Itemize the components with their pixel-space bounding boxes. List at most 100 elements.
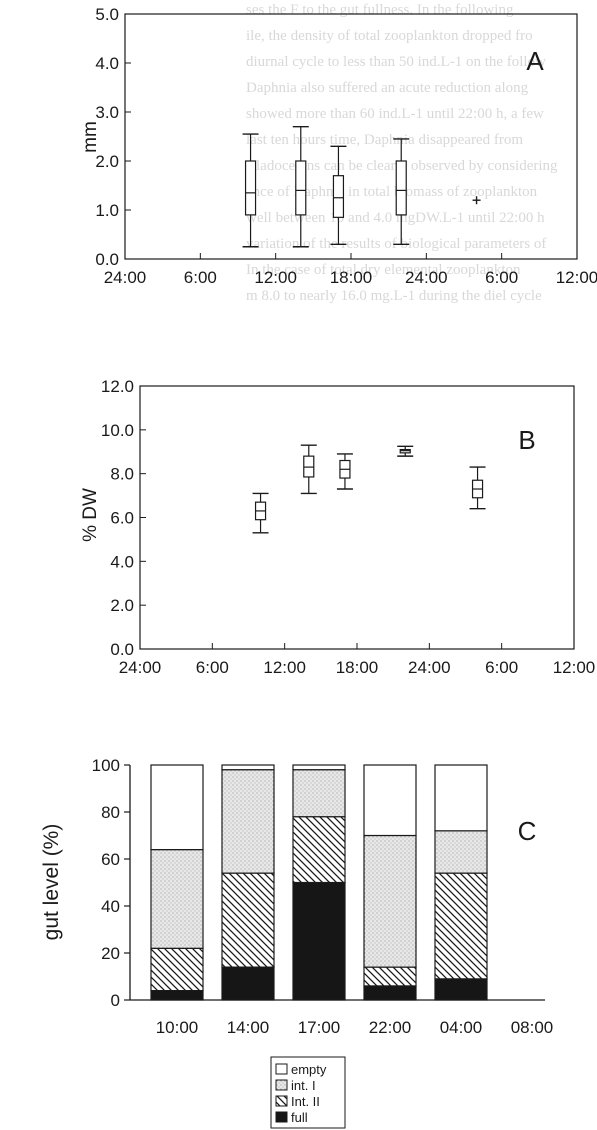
bar-segment-full: [434, 978, 488, 1001]
bar-segment-int-ii: [434, 872, 488, 980]
y-tick-label: 0.0: [110, 640, 134, 659]
x-tick-label: 12:00: [263, 658, 306, 677]
panel-a-label: A: [526, 46, 544, 76]
y-tick-label: 20: [101, 944, 120, 963]
y-tick-label: 3.0: [95, 103, 119, 122]
x-tick-label: 6:00: [196, 658, 229, 677]
box-plot: [242, 133, 259, 248]
bg-line: diurnal cycle to less than 50 ind.L-1 on…: [246, 54, 546, 70]
panel-c-y-axis: 0 20 40 60 80 100: [92, 756, 130, 1010]
y-tick-label: 10.0: [101, 421, 134, 440]
legend-label: full: [291, 1110, 308, 1125]
y-tick-label: 0.0: [95, 250, 119, 269]
bar-segment-empty: [363, 764, 417, 837]
y-tick-label: 12.0: [101, 377, 134, 396]
box-body: [295, 160, 307, 216]
panel-b-ylabel: % DW: [80, 488, 101, 542]
box-body: [244, 160, 257, 216]
legend-swatch: [275, 1095, 288, 1107]
x-tick-label: 24:00: [104, 268, 147, 287]
y-tick-label: 2.0: [110, 596, 134, 615]
x-tick-label: 6:00: [184, 268, 217, 287]
panel-c-x-axis: 10:00 14:00 17:00 22:00 04:00 08:00: [156, 1018, 554, 1037]
bg-line: In the case of total dry elemental zoopl…: [246, 262, 521, 278]
box-plot: [252, 492, 269, 534]
legend-label: empty: [291, 1062, 327, 1077]
legend-label: Int. II: [291, 1094, 320, 1109]
x-tick-label: 18:00: [336, 658, 379, 677]
bg-line: ance of Daphnia in total biomass of zoop…: [246, 184, 538, 200]
panel-a-boxes: [242, 125, 481, 248]
bar-segment-int-i: [363, 834, 417, 968]
panel-b-x-axis: 24:00 6:00 12:00 18:00 24:00 6:00 12:00: [119, 643, 596, 677]
panel-a-ylabel: mm: [80, 121, 101, 153]
bg-line: Daphnia also suffered an acute reduction…: [246, 80, 529, 96]
y-tick-label: 2.0: [95, 152, 119, 171]
x-tick-label: 17:00: [298, 1018, 341, 1037]
y-tick-label: 4.0: [110, 552, 134, 571]
legend-label: int. I: [291, 1078, 316, 1093]
bar-segment-int-ii: [221, 872, 275, 968]
y-tick-label: 4.0: [95, 54, 119, 73]
x-tick-label: 14:00: [227, 1018, 270, 1037]
y-tick-label: 0: [111, 991, 120, 1010]
y-tick-label: 40: [101, 897, 120, 916]
bar-segment-int-i: [292, 769, 346, 818]
stacked-bar: [150, 764, 204, 1001]
legend-swatch: [275, 1111, 288, 1123]
box-body: [395, 160, 407, 216]
bar-segment-empty: [434, 764, 488, 832]
y-tick-label: 1.0: [95, 201, 119, 220]
bar-segment-full: [292, 881, 346, 1001]
bar-segment-int-ii: [292, 816, 346, 884]
panel-a-y-axis: 0.0 1.0 2.0 3.0 4.0 5.0: [95, 5, 131, 269]
x-tick-label: 24:00: [408, 658, 451, 677]
x-tick-label: 22:00: [369, 1018, 412, 1037]
stacked-bar: [363, 764, 417, 1001]
box-plot: [300, 444, 317, 495]
panel-a-x-axis: 24:00 6:00 12:00 18:00 24:00 6:00 12:00: [104, 253, 597, 287]
bar-segment-empty: [221, 764, 275, 771]
panel-a-chart: A mm 0.0 1.0 2.0 3.0 4.0 5.0 24:00 6:00 12:00 18…: [80, 5, 597, 287]
box-plot: [472, 196, 481, 205]
x-tick-label: 04:00: [440, 1018, 483, 1037]
x-tick-label: 08:00: [511, 1018, 554, 1037]
x-tick-label: 12:00: [556, 268, 597, 287]
y-tick-label: 5.0: [95, 5, 119, 24]
bar-segment-full: [150, 989, 204, 1001]
bar-segment-int-i: [221, 769, 275, 874]
stacked-bar: [292, 764, 346, 1001]
bar-segment-int-i: [150, 848, 204, 949]
box-plot: [336, 453, 353, 490]
y-tick-label: 60: [101, 850, 120, 869]
bar-segment-full: [221, 966, 275, 1001]
stacked-bar: [221, 764, 275, 1001]
x-tick-label: 24:00: [405, 268, 448, 287]
panel-b-boxes: [252, 444, 486, 534]
x-tick-label: 10:00: [156, 1018, 199, 1037]
panel-b-frame: [139, 385, 575, 650]
panel-c-ylabel: gut level (%): [40, 824, 63, 941]
bar-segment-int-ii: [150, 947, 204, 992]
box-plot: [469, 466, 486, 510]
panel-b-y-axis: 0.0 2.0 4.0 6.0 8.0 10.0 12.0: [101, 377, 146, 659]
bar-segment-int-i: [434, 830, 488, 874]
legend-swatch: [275, 1079, 288, 1091]
bar-segment-full: [363, 985, 417, 1001]
bg-line: last ten hours time, Daphnia disappeared…: [246, 132, 523, 148]
panel-c-bars: [150, 764, 488, 1001]
bg-line: ile, the density of total zooplankton dr…: [246, 28, 533, 44]
y-tick-label: 80: [101, 803, 120, 822]
box-body: [332, 175, 345, 218]
bg-line: well between 10 and 4.0 mgDW.L-1 until 2…: [246, 210, 545, 226]
legend-swatch: [275, 1063, 288, 1075]
bar-segment-empty: [150, 764, 204, 851]
x-tick-label: 12:00: [553, 658, 596, 677]
bg-line: showed more than 60 ind.L-1 until 22:00 …: [246, 106, 544, 122]
x-tick-label: 18:00: [330, 268, 373, 287]
bar-segment-empty: [292, 764, 346, 771]
box-plot: [397, 445, 414, 457]
